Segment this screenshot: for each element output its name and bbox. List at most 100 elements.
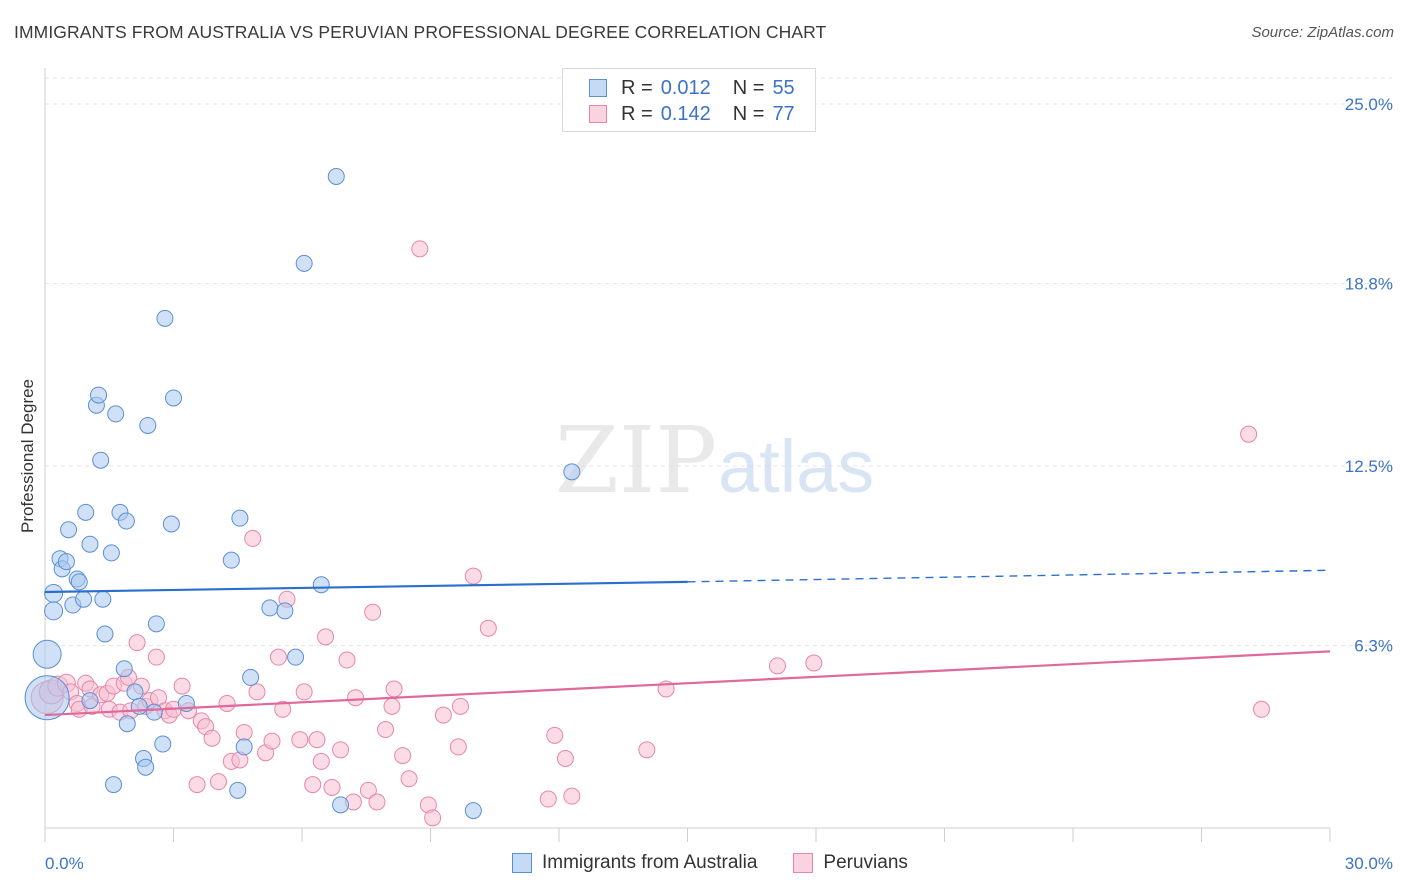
peruvian-point bbox=[368, 793, 386, 811]
n-value: 77 bbox=[772, 102, 795, 125]
x-tick-label-min: 0.0% bbox=[45, 854, 84, 873]
australia-point bbox=[295, 254, 313, 272]
australia-point bbox=[92, 451, 110, 469]
australia-point bbox=[77, 503, 95, 521]
australia-point bbox=[156, 309, 174, 327]
australia-point bbox=[102, 544, 120, 562]
peruvian-point bbox=[556, 750, 574, 768]
r-label: R = bbox=[621, 76, 653, 99]
peruvian-point bbox=[317, 628, 335, 646]
peruvian-point bbox=[188, 776, 206, 794]
legend-row-australia: R = 0.012 N = 55 bbox=[589, 77, 795, 99]
correlation-legend: R = 0.012 N = 55 R = 0.142 N = 77 bbox=[562, 68, 816, 132]
y-tick-label: 25.0% bbox=[1345, 95, 1393, 114]
peruvian-point bbox=[203, 729, 221, 747]
australia-point bbox=[154, 735, 172, 753]
australia-point bbox=[107, 405, 125, 423]
peruvian-point bbox=[449, 738, 467, 756]
australia-point bbox=[332, 796, 350, 814]
peruvian-point bbox=[248, 683, 266, 701]
n-label: N = bbox=[732, 76, 765, 99]
australia-point bbox=[312, 576, 330, 594]
peruvian-point bbox=[338, 651, 356, 669]
peruvian-point bbox=[394, 747, 412, 765]
blue-swatch bbox=[589, 79, 607, 97]
australia-point bbox=[222, 551, 240, 569]
source-label: Source: ZipAtlas.com bbox=[1251, 24, 1394, 41]
peruvian-point bbox=[147, 648, 165, 666]
australia-point bbox=[229, 781, 247, 799]
peruvian-point bbox=[805, 654, 823, 672]
australia-point bbox=[235, 738, 253, 756]
australia-point bbox=[327, 167, 345, 185]
australia-point bbox=[145, 703, 163, 721]
australia-point bbox=[139, 416, 157, 434]
australia-point bbox=[130, 697, 148, 715]
australia-point bbox=[75, 590, 93, 608]
australia-point bbox=[231, 509, 249, 527]
australia-point bbox=[60, 521, 78, 539]
peruvian-point bbox=[383, 697, 401, 715]
australia-point bbox=[115, 660, 133, 678]
peruvian-point bbox=[263, 732, 281, 750]
r-value: 0.012 bbox=[660, 76, 711, 99]
australia-point bbox=[242, 668, 260, 686]
watermark-atlas: atlas bbox=[718, 425, 874, 508]
australia-point bbox=[44, 601, 64, 621]
legend-item-peruvians[interactable]: Peruvians bbox=[793, 852, 908, 874]
peruvian-point bbox=[359, 781, 377, 799]
peruvian-point bbox=[385, 680, 403, 698]
australia-point bbox=[137, 758, 155, 776]
peruvian-point bbox=[235, 723, 253, 741]
pink-swatch bbox=[589, 105, 607, 123]
x-tick-label-max: 30.0% bbox=[1345, 854, 1393, 873]
peruvian-point bbox=[377, 721, 395, 739]
peruvian-point bbox=[424, 809, 442, 827]
peruvian-point bbox=[347, 689, 365, 707]
peruvian-point bbox=[304, 776, 322, 794]
australia-point bbox=[105, 776, 123, 794]
australia-point bbox=[70, 573, 88, 591]
y-axis-title: Professional Degree bbox=[18, 378, 37, 534]
australia-point bbox=[81, 535, 99, 553]
peruvian-point bbox=[411, 240, 429, 258]
pink-swatch bbox=[793, 853, 814, 873]
peruvian-point bbox=[244, 529, 262, 547]
peruvian-point bbox=[291, 731, 309, 749]
peruvian-point bbox=[464, 567, 482, 585]
peruvian-point bbox=[546, 726, 564, 744]
australia-point bbox=[126, 683, 144, 701]
peruvian-point bbox=[128, 634, 146, 652]
peruvian-point bbox=[1252, 700, 1270, 718]
australia-point bbox=[44, 583, 64, 603]
legend-label-australia: Immigrants from Australia bbox=[542, 852, 758, 873]
peruvian-point bbox=[308, 731, 326, 749]
australia-point bbox=[162, 515, 180, 533]
australia-point bbox=[261, 599, 279, 617]
peruvian-point bbox=[1240, 425, 1258, 443]
peruvian-point bbox=[451, 697, 469, 715]
australia-point bbox=[287, 648, 305, 666]
peruvian-point bbox=[332, 741, 350, 759]
peruvian-point bbox=[539, 790, 557, 808]
peruvian-point bbox=[295, 683, 313, 701]
australia-point bbox=[57, 553, 75, 571]
r-value: 0.142 bbox=[660, 102, 711, 125]
blue-swatch bbox=[512, 853, 532, 873]
legend-item-australia[interactable]: Immigrants from Australia bbox=[512, 852, 757, 874]
peruvian-point bbox=[218, 694, 236, 712]
watermark-zip: ZIP bbox=[555, 407, 717, 514]
australia-point bbox=[276, 602, 294, 620]
peruvian-trend-line bbox=[44, 650, 1331, 717]
australia-point bbox=[94, 590, 112, 608]
peruvian-point bbox=[323, 778, 341, 796]
peruvian-point bbox=[269, 648, 287, 666]
legend-row-peruvians: R = 0.142 N = 77 bbox=[589, 103, 795, 125]
y-tick-label: 6.3% bbox=[1354, 637, 1393, 656]
australia-point bbox=[90, 386, 108, 404]
australia-point bbox=[464, 802, 482, 820]
series-legend: Immigrants from Australia Peruvians bbox=[512, 852, 944, 874]
n-label: N = bbox=[732, 102, 765, 125]
peruvian-point bbox=[312, 752, 330, 770]
